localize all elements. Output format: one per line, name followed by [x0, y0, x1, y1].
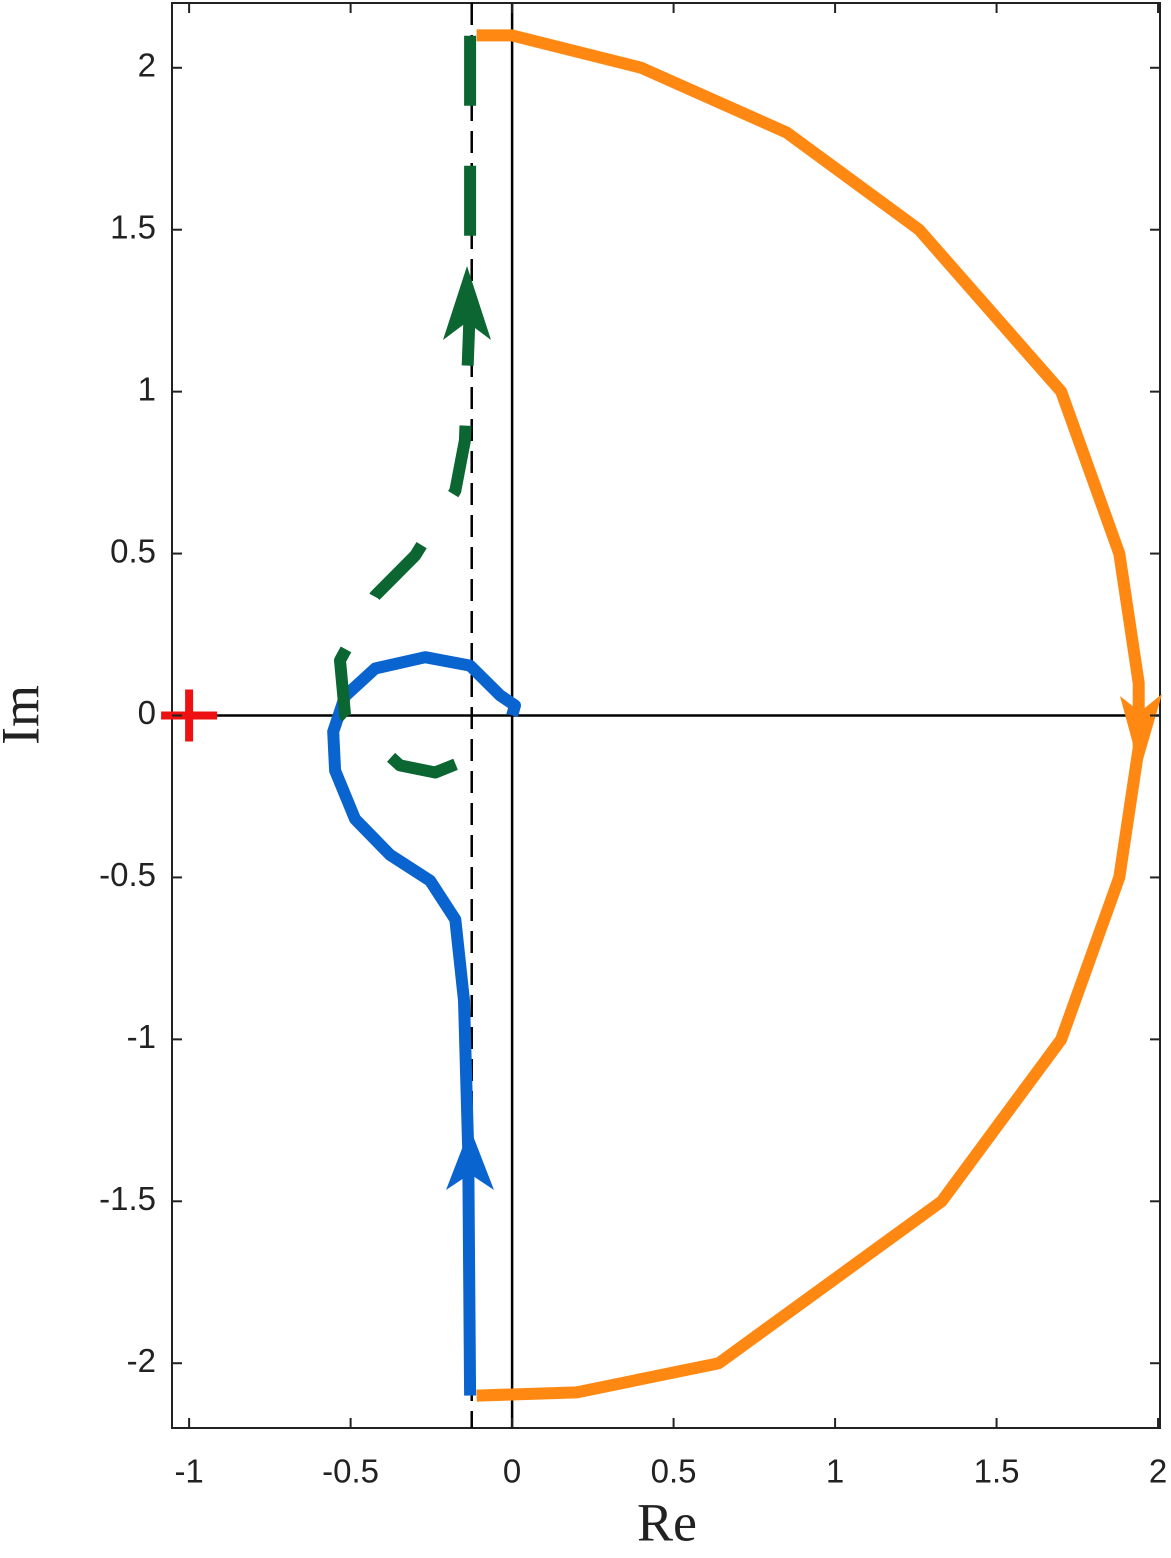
critical-point — [161, 689, 218, 742]
x-tick-label: 1.5 — [974, 1453, 1020, 1490]
y-tick-label: -1.5 — [99, 1180, 156, 1217]
y-tick-label: -1 — [127, 1018, 156, 1055]
arrowhead — [446, 1128, 494, 1190]
x-tick-label: 1 — [826, 1453, 844, 1490]
y-tick-label: -0.5 — [99, 856, 156, 893]
x-axis-label: Re — [637, 1492, 697, 1552]
data-line — [476, 29, 1145, 1402]
x-tick-label: 0.5 — [651, 1453, 697, 1490]
x-tick-label: -0.5 — [322, 1453, 379, 1490]
y-tick-label: 0.5 — [110, 532, 156, 569]
y-tick-label: -2 — [127, 1342, 156, 1379]
y-tick-label: 1 — [138, 370, 156, 407]
plot-area — [161, 3, 1160, 1428]
x-tick-label: 2 — [1149, 1453, 1167, 1490]
arrowhead — [443, 266, 491, 340]
y-tick-label: 2 — [138, 46, 156, 83]
arrowhead — [1120, 694, 1162, 770]
data-line — [334, 35, 477, 779]
x-tick-label: -1 — [174, 1453, 203, 1490]
x-tick-label: 0 — [503, 1453, 521, 1490]
y-axis-label: Im — [0, 685, 50, 745]
y-tick-label: 1.5 — [110, 208, 156, 245]
y-tick-label: 0 — [138, 694, 156, 731]
data-line — [327, 651, 521, 1396]
